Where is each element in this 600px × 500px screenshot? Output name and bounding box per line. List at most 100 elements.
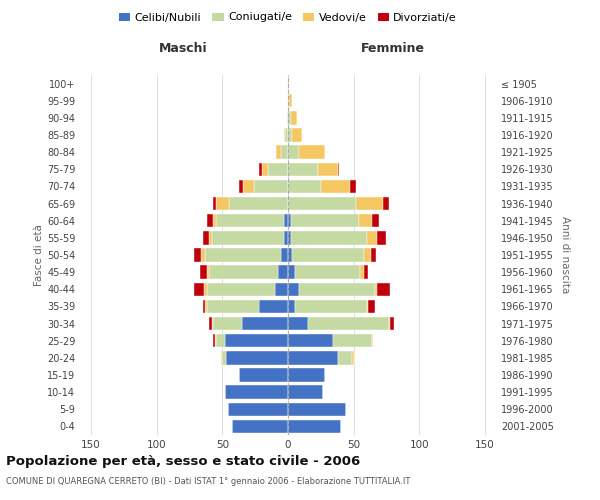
Bar — [206, 214, 213, 228]
Bar — [205, 248, 281, 262]
Text: COMUNE DI QUAREGNA CERRETO (BI) - Dati ISTAT 1° gennaio 2006 - Elaborazione TUTT: COMUNE DI QUAREGNA CERRETO (BI) - Dati I… — [6, 478, 410, 486]
Bar — [239, 368, 288, 382]
Bar — [215, 334, 216, 347]
Bar — [359, 214, 372, 228]
Bar — [203, 231, 209, 244]
Bar — [367, 300, 368, 313]
Bar — [288, 282, 299, 296]
Bar — [276, 146, 281, 159]
Bar — [288, 402, 346, 416]
Bar — [374, 282, 377, 296]
Bar — [288, 214, 290, 228]
Bar — [223, 351, 226, 364]
Bar — [383, 197, 389, 210]
Bar — [254, 180, 288, 193]
Bar — [288, 334, 332, 347]
Bar — [213, 214, 216, 228]
Bar — [216, 197, 229, 210]
Bar — [321, 180, 350, 193]
Bar — [295, 300, 367, 313]
Bar — [212, 231, 284, 244]
Bar — [288, 197, 356, 210]
Bar — [213, 317, 242, 330]
Bar — [290, 214, 359, 228]
Bar — [284, 128, 286, 141]
Bar — [332, 334, 372, 347]
Bar — [193, 248, 202, 262]
Bar — [295, 266, 360, 279]
Bar — [288, 180, 321, 193]
Bar — [288, 248, 292, 262]
Bar — [289, 94, 292, 108]
Bar — [242, 317, 288, 330]
Bar — [372, 334, 373, 347]
Bar — [213, 197, 216, 210]
Bar — [209, 317, 212, 330]
Bar — [288, 351, 338, 364]
Bar — [288, 266, 295, 279]
Text: Popolazione per età, sesso e stato civile - 2006: Popolazione per età, sesso e stato civil… — [6, 455, 360, 468]
Bar — [284, 214, 288, 228]
Bar — [288, 317, 308, 330]
Bar — [213, 334, 215, 347]
Bar — [360, 266, 364, 279]
Bar — [292, 248, 364, 262]
Bar — [288, 111, 290, 124]
Bar — [292, 128, 302, 141]
Bar — [368, 300, 374, 313]
Text: Maschi: Maschi — [158, 42, 208, 55]
Bar — [226, 351, 288, 364]
Bar — [286, 128, 288, 141]
Bar — [299, 146, 325, 159]
Bar — [288, 162, 318, 176]
Bar — [318, 162, 338, 176]
Bar — [209, 266, 277, 279]
Bar — [372, 214, 379, 228]
Bar — [202, 248, 205, 262]
Text: Femmine: Femmine — [361, 42, 425, 55]
Bar — [356, 197, 383, 210]
Bar — [212, 317, 213, 330]
Bar — [275, 282, 288, 296]
Bar — [239, 180, 244, 193]
Bar — [204, 282, 206, 296]
Bar — [281, 248, 288, 262]
Bar — [288, 420, 341, 433]
Bar — [288, 231, 290, 244]
Bar — [352, 351, 353, 364]
Bar — [288, 146, 299, 159]
Bar — [377, 231, 386, 244]
Bar — [203, 300, 205, 313]
Bar — [288, 368, 325, 382]
Bar — [288, 386, 323, 399]
Bar — [227, 402, 288, 416]
Bar — [287, 111, 288, 124]
Bar — [244, 180, 254, 193]
Bar — [216, 334, 225, 347]
Bar — [290, 111, 297, 124]
Bar — [288, 300, 295, 313]
Bar — [364, 266, 368, 279]
Bar — [288, 94, 289, 108]
Bar — [225, 334, 288, 347]
Bar — [259, 300, 288, 313]
Bar — [268, 162, 288, 176]
Bar — [262, 162, 268, 176]
Bar — [377, 282, 391, 296]
Bar — [229, 197, 288, 210]
Bar — [290, 231, 367, 244]
Bar — [193, 282, 204, 296]
Bar — [371, 248, 376, 262]
Bar — [209, 231, 212, 244]
Bar — [284, 231, 288, 244]
Bar — [232, 420, 288, 433]
Bar — [259, 162, 262, 176]
Bar — [205, 300, 206, 313]
Bar — [206, 300, 259, 313]
Bar — [277, 266, 288, 279]
Bar — [338, 351, 352, 364]
Bar — [308, 317, 389, 330]
Bar — [281, 146, 288, 159]
Bar — [350, 180, 356, 193]
Bar — [200, 266, 206, 279]
